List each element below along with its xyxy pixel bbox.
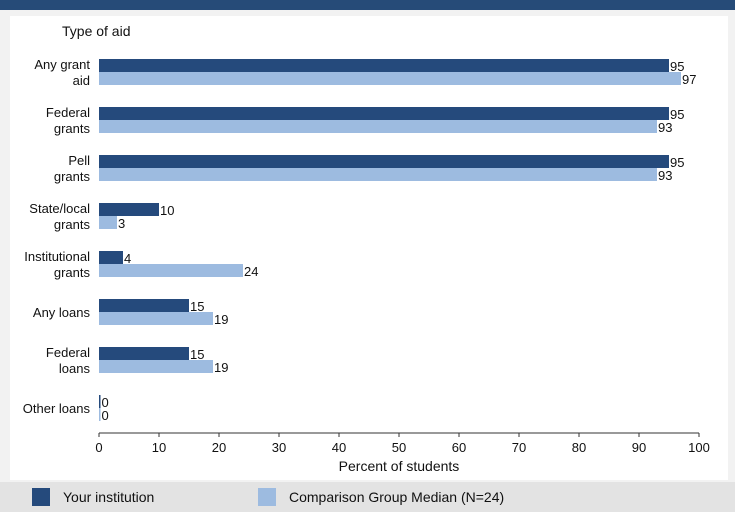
category-label: grants: [54, 217, 91, 232]
bar-comparison-group: [99, 168, 657, 181]
bar-comparison-group: [99, 120, 657, 133]
bar-your-institution: [99, 107, 669, 120]
value-label: 10: [160, 203, 174, 218]
category-label: Any loans: [33, 305, 91, 320]
x-tick-label: 100: [688, 440, 710, 455]
value-label: 15: [190, 299, 204, 314]
category-label: grants: [54, 265, 91, 280]
value-label: 4: [124, 251, 131, 266]
category-label: Any grant: [34, 57, 90, 72]
legend-item-comparison-group: Comparison Group Median (N=24): [258, 482, 504, 512]
x-tick-label: 30: [272, 440, 286, 455]
value-label: 3: [118, 216, 125, 231]
x-tick-label: 90: [632, 440, 646, 455]
value-label: 19: [214, 360, 228, 375]
bar-your-institution: [99, 299, 189, 312]
value-label: 93: [658, 168, 672, 183]
x-axis-ticks: 0 10 20 30 40 50 60 70 80 90 100: [95, 433, 710, 455]
value-label: 0: [102, 395, 109, 410]
value-label: 19: [214, 312, 228, 327]
bar-your-institution: [99, 251, 123, 264]
bar-your-institution: [99, 155, 669, 168]
bars: [99, 59, 681, 421]
legend-label: Comparison Group Median (N=24): [289, 489, 505, 505]
category-label: grants: [54, 169, 91, 184]
category-labels: Any grantaidFederalgrantsPellgrantsState…: [23, 57, 91, 416]
bar-your-institution: [99, 59, 669, 72]
x-tick-label: 0: [95, 440, 102, 455]
bar-comparison-group: [99, 264, 243, 277]
x-tick-label: 70: [512, 440, 526, 455]
category-label: State/local: [29, 201, 90, 216]
category-label: grants: [54, 121, 91, 136]
legend-swatch-your-institution: [32, 488, 50, 506]
x-tick-label: 20: [212, 440, 226, 455]
category-label: Other loans: [23, 401, 91, 416]
header-bar: [0, 0, 735, 10]
value-label: 95: [670, 155, 684, 170]
value-label: 24: [244, 264, 258, 279]
category-label: Federal: [46, 345, 90, 360]
x-tick-label: 80: [572, 440, 586, 455]
category-label: Pell: [68, 153, 90, 168]
legend-item-your-institution: Your institution: [32, 482, 154, 512]
x-tick-label: 40: [332, 440, 346, 455]
value-label: 93: [658, 120, 672, 135]
category-label: Institutional: [24, 249, 90, 264]
value-label: 97: [682, 72, 696, 87]
value-label: 95: [670, 107, 684, 122]
category-axis-title: Type of aid: [62, 23, 131, 39]
value-label: 95: [670, 59, 684, 74]
legend-swatch-comparison-group: [258, 488, 276, 506]
category-label: loans: [59, 361, 91, 376]
value-label: 15: [190, 347, 204, 362]
x-tick-label: 50: [392, 440, 406, 455]
bar-your-institution: [99, 347, 189, 360]
bar-your-institution: [99, 203, 159, 216]
category-label: Federal: [46, 105, 90, 120]
bar-your-institution: [99, 395, 101, 408]
category-label: aid: [73, 73, 90, 88]
bar-comparison-group: [99, 72, 681, 85]
chart-plot: Type of aid Any grantaidFederalgrantsPel…: [10, 16, 728, 480]
bar-comparison-group: [99, 408, 101, 421]
x-axis-title: Percent of students: [339, 458, 460, 474]
legend: Your institution Comparison Group Median…: [0, 482, 735, 512]
bar-comparison-group: [99, 360, 213, 373]
legend-label: Your institution: [63, 489, 155, 505]
bar-comparison-group: [99, 312, 213, 325]
x-tick-label: 60: [452, 440, 466, 455]
value-label: 0: [102, 408, 109, 423]
bar-comparison-group: [99, 216, 117, 229]
x-tick-label: 10: [152, 440, 166, 455]
